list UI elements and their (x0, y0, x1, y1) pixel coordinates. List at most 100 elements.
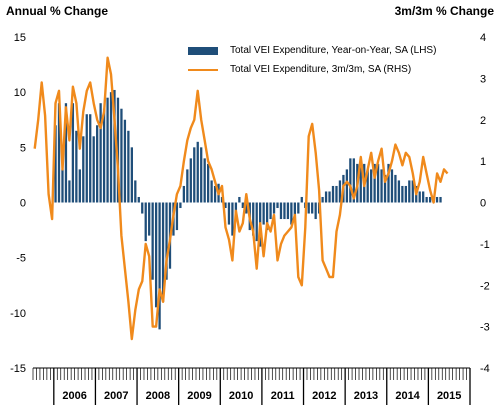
bar (408, 180, 411, 203)
line-series (33, 56, 449, 341)
bar (227, 202, 231, 225)
bar (75, 130, 78, 203)
bar (137, 196, 140, 203)
bar (314, 202, 317, 220)
bar (186, 169, 189, 203)
right-axis-title: 3m/3m % Change (394, 4, 494, 18)
bar (422, 191, 425, 203)
bar (418, 191, 421, 203)
bar (366, 169, 369, 203)
bar (286, 202, 290, 220)
legend-swatch-line (188, 68, 218, 71)
legend-swatch-bar (188, 46, 218, 55)
bar (109, 92, 113, 203)
left-axis-tick-label: 5 (20, 142, 26, 154)
bar (130, 147, 133, 203)
bar (311, 202, 314, 214)
bar (387, 163, 390, 203)
bar (151, 202, 154, 280)
bar (439, 196, 442, 203)
bar (269, 202, 272, 220)
left-axis-tick-label: -5 (16, 253, 26, 265)
bar (324, 191, 328, 203)
bar (200, 147, 203, 203)
right-axis-tick-label: -4 (480, 363, 490, 375)
bar (64, 103, 68, 203)
bar (394, 174, 397, 203)
bar (54, 125, 57, 203)
bar (321, 196, 324, 203)
bar (255, 202, 258, 242)
year-label: 2006 (62, 390, 86, 402)
bar (359, 163, 362, 203)
right-axis-tick-label: -2 (480, 280, 490, 292)
bar (57, 103, 61, 203)
bar (207, 163, 210, 203)
bar (116, 97, 120, 203)
bar (380, 169, 383, 203)
bar (161, 202, 165, 302)
bar (179, 202, 182, 209)
bar (148, 202, 151, 236)
bar (241, 202, 244, 209)
year-label: 2009 (187, 390, 211, 402)
left-axis-tick-label: 10 (14, 87, 26, 99)
year-label: 2013 (354, 390, 378, 402)
left-axis-tick-label: -10 (10, 308, 26, 320)
bar (283, 202, 286, 220)
legend-item-yoy: Total VEI Expenditure, Year-on-Year, SA … (188, 43, 436, 58)
bar (328, 191, 331, 203)
bar (71, 103, 75, 203)
left-axis-title: Annual % Change (6, 4, 109, 18)
bar (373, 163, 376, 203)
bar (276, 202, 279, 209)
bar (85, 114, 88, 203)
bar (401, 185, 404, 203)
bar (144, 202, 147, 242)
bar (335, 185, 338, 203)
bar (345, 169, 349, 203)
bar (158, 202, 161, 330)
bar (123, 119, 127, 203)
bar (331, 185, 335, 203)
bar (370, 169, 373, 203)
year-label: 2014 (395, 390, 420, 402)
bar (165, 202, 168, 280)
bar (404, 185, 407, 203)
bar (279, 202, 283, 220)
left-axis-tick-label: 0 (20, 198, 26, 210)
legend: Total VEI Expenditure, Year-on-Year, SA … (188, 43, 436, 81)
bar (189, 158, 192, 203)
bar (61, 169, 64, 203)
bar (262, 202, 265, 225)
right-axis-tick-label: -3 (480, 322, 490, 334)
bar (352, 158, 355, 203)
legend-item-3m3m: Total VEI Expenditure, 3m/3m, SA (RHS) (188, 62, 436, 77)
bar (425, 196, 428, 203)
bar (96, 125, 99, 203)
bar (390, 169, 394, 203)
bar (245, 202, 248, 214)
bar (134, 180, 137, 203)
bar (196, 141, 199, 203)
bar (293, 202, 296, 220)
bar (89, 114, 92, 203)
right-axis-tick-label: -1 (480, 239, 490, 251)
bar (113, 89, 116, 203)
bar (68, 180, 71, 203)
bar (203, 158, 206, 203)
right-axis-tick-label: 1 (480, 156, 486, 168)
right-axis-tick-label: 0 (480, 198, 486, 210)
bar (376, 163, 380, 203)
bar (338, 180, 342, 203)
bar (297, 202, 300, 214)
bar (193, 147, 196, 203)
bar (411, 180, 414, 203)
right-axis-tick-label: 3 (480, 73, 486, 85)
bar (82, 136, 85, 203)
legend-label-3m3m: Total VEI Expenditure, 3m/3m, SA (RHS) (230, 64, 412, 75)
bar (92, 136, 95, 203)
bar (154, 202, 158, 308)
bar (99, 103, 102, 203)
